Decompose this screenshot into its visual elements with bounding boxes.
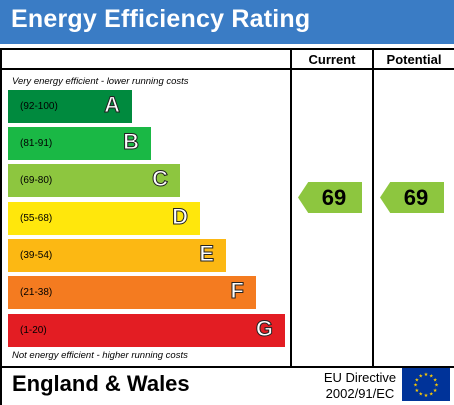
- potential-column-divider: [372, 48, 374, 368]
- eu-star-icon: ★: [433, 377, 438, 383]
- band-letter: G: [255, 316, 273, 342]
- band-range-label: (1-20): [20, 325, 47, 336]
- band-range-label: (92-100): [20, 101, 58, 112]
- band-letter: B: [123, 129, 140, 155]
- current-column-divider: [290, 48, 292, 368]
- band-range-label: (39-54): [20, 250, 53, 261]
- eu-star-icon: ★: [415, 377, 420, 383]
- potential-column-header: Potential: [386, 52, 442, 67]
- rating-band-g: (1-20) G: [8, 314, 285, 347]
- header-divider: [0, 68, 454, 70]
- band-letter: A: [104, 92, 121, 118]
- current-rating-arrow: 69: [298, 182, 362, 213]
- eu-star-icon: ★: [424, 372, 429, 378]
- efficient-caption: Very energy efficient - lower running co…: [12, 76, 189, 87]
- rating-band-a: (92-100) A: [8, 90, 132, 123]
- rating-band-f: (21-38) F: [8, 276, 256, 309]
- potential-rating-arrow: 69: [380, 182, 444, 213]
- eu-star-icon: ★: [419, 373, 424, 379]
- band-range-label: (69-80): [20, 175, 53, 186]
- eu-star-icon: ★: [424, 393, 429, 399]
- band-range-label: (81-91): [20, 138, 53, 149]
- eu-star-icon: ★: [415, 388, 420, 394]
- band-range-label: (55-68): [20, 213, 53, 224]
- eu-star-icon: ★: [419, 392, 424, 398]
- rating-band-c: (69-80) C: [8, 164, 180, 197]
- current-column-header: Current: [308, 52, 356, 67]
- current-rating-value: 69: [321, 185, 347, 210]
- eu-star-icon: ★: [429, 392, 434, 398]
- header-bar: Energy Efficiency Rating: [0, 0, 454, 44]
- page-title: Energy Efficiency Rating: [11, 5, 311, 33]
- rating-band-b: (81-91) B: [8, 127, 151, 160]
- eu-flag-icon: ★ ★ ★ ★ ★ ★ ★ ★ ★ ★ ★ ★: [402, 368, 450, 401]
- eu-star-icon: ★: [413, 383, 418, 389]
- band-letter: F: [230, 278, 244, 304]
- eu-star-icon: ★: [433, 388, 438, 394]
- region-label: England & Wales: [12, 371, 190, 396]
- rating-band-e: (39-54) E: [8, 239, 226, 272]
- band-letter: C: [152, 166, 169, 192]
- band-letter: E: [199, 241, 215, 267]
- directive-line-2: 2002/91/EC: [325, 386, 395, 401]
- footer-divider: [0, 366, 454, 368]
- inefficient-caption: Not energy efficient - higher running co…: [12, 350, 188, 361]
- eu-star-icon: ★: [434, 383, 439, 389]
- eu-star-icon: ★: [429, 373, 434, 379]
- rating-band-d: (55-68) D: [8, 202, 200, 235]
- band-letter: D: [172, 204, 189, 230]
- potential-rating-value: 69: [403, 185, 429, 210]
- directive-line-1: EU Directive: [323, 370, 397, 385]
- eu-directive: EU Directive 2002/91/EC: [320, 370, 400, 402]
- band-range-label: (21-38): [20, 287, 53, 298]
- rating-frame: [0, 48, 454, 405]
